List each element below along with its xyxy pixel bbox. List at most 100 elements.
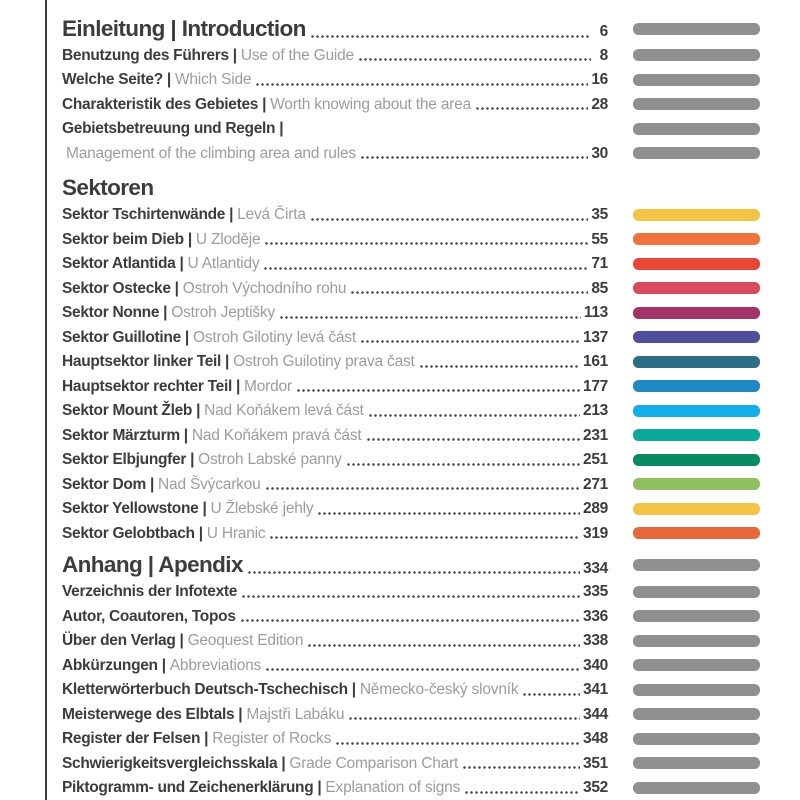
toc-entry: Sektor Dom | Nad Švýcarkou 271 <box>62 476 608 493</box>
entry-title-secondary: Abbreviations <box>169 656 262 674</box>
toc-row: Sektor Atlantida | U Atlantidy 71 <box>62 252 760 277</box>
entry-title-primary: Welche Seite? | <box>62 71 171 89</box>
leader-dots <box>265 487 581 491</box>
toc-entry: Schwierigkeitsvergleichsskala | Grade Com… <box>62 755 608 772</box>
color-bar <box>633 659 760 672</box>
section-title: Sektoren <box>62 175 154 201</box>
color-bar <box>633 331 760 344</box>
toc-entry: Autor, Coautoren, Topos 336 <box>62 608 608 625</box>
entry-title-secondary: Ostroh Jeptišky <box>171 304 276 322</box>
entry-title-primary: Register der Felsen | <box>62 730 209 748</box>
toc-row: Sektor Märzturm | Nad Koňákem pravá část 2… <box>62 423 760 448</box>
toc-row: Register der Felsen | Register of Rocks 34… <box>62 727 760 752</box>
toc-row: Gebietsbetreuung und Regeln | <box>62 117 760 142</box>
section-heading-row: Sektoren <box>62 174 760 203</box>
entry-title-secondary: Nad Švýcarkou <box>158 475 261 493</box>
color-bar <box>633 732 760 745</box>
toc-entry: Sektor Gelobtbach | U Hranic 319 <box>62 525 608 542</box>
page-number: 16 <box>591 71 608 89</box>
leader-dots <box>318 511 581 515</box>
entry-title-secondary: Worth knowing about the area <box>270 95 472 113</box>
color-bar <box>633 502 760 515</box>
color-bar <box>633 634 760 647</box>
color-bar <box>633 683 760 696</box>
entry-title-primary: Autor, Coautoren, Topos <box>62 607 236 625</box>
toc-row: Piktogramm- und Zeichenerklärung | Explan… <box>62 776 760 800</box>
leader-dots <box>308 643 581 647</box>
leader-dots <box>358 58 591 62</box>
entry-title-primary: Meisterwege des Elbtals | <box>62 705 243 723</box>
color-bar <box>633 610 760 623</box>
leader-dots <box>266 668 581 672</box>
toc-row: Sektor Elbjungfer | Ostroh Labské panny 25… <box>62 448 760 473</box>
page-number: 71 <box>591 255 608 273</box>
color-bar <box>633 453 760 466</box>
leader-dots <box>360 156 589 160</box>
entry-title-secondary: Geoquest Edition <box>187 632 304 650</box>
entry-title-primary: Über den Verlag | <box>62 632 184 650</box>
toc-entry: Charakteristik des Gebietes | Worth knowi… <box>62 96 608 113</box>
color-bar <box>633 527 760 540</box>
page-edge-rule <box>45 0 47 800</box>
page-number: 340 <box>583 656 608 674</box>
entry-title-secondary: Ostroh Gilotiny levá část <box>192 328 356 346</box>
page-number: 341 <box>583 681 608 699</box>
entry-title-secondary: Grade Comparison Chart <box>289 754 459 772</box>
entry-title-primary: Hauptsektor linker Teil | <box>62 353 230 371</box>
page-number: 344 <box>583 705 608 723</box>
color-bar <box>633 306 760 319</box>
color-bar <box>633 282 760 295</box>
leader-dots <box>247 571 581 575</box>
leader-dots <box>523 692 581 696</box>
leader-dots <box>419 364 581 368</box>
toc-entry: Meisterwege des Elbtals | Majstři Labáku 3… <box>62 706 608 723</box>
toc-entry: Hauptsektor rechter Teil | Mordor 177 <box>62 378 608 395</box>
entry-title-primary: Schwierigkeitsvergleichsskala | <box>62 754 286 772</box>
entry-title-secondary: Levá Čirta <box>237 206 306 224</box>
entry-title-primary: Sektor Tschirtenwände | <box>62 206 234 224</box>
toc-entry: Abkürzungen | Abbreviations 340 <box>62 657 608 674</box>
color-bar <box>633 757 760 770</box>
toc-row: Charakteristik des Gebietes | Worth knowi… <box>62 92 760 117</box>
toc-row: Sektor Gelobtbach | U Hranic 319 <box>62 521 760 546</box>
color-bar <box>633 429 760 442</box>
page-number: 334 <box>583 559 608 577</box>
page-number: 137 <box>583 328 608 346</box>
leader-dots <box>346 462 581 466</box>
color-bar <box>633 257 760 270</box>
entry-title-secondary: Use of the Guide <box>240 46 354 64</box>
entry-title-primary: Sektor Nonne | <box>62 304 168 322</box>
section-heading-row: Anhang | Apendix 334 <box>62 551 760 580</box>
page-number: 213 <box>583 402 608 420</box>
entry-title-primary: Charakteristik des Gebietes | <box>62 95 267 113</box>
color-bar <box>633 380 760 393</box>
entry-title-secondary: Ostroh Východního rohu <box>182 279 347 297</box>
entry-title-secondary: Ostroh Guilotiny prava čast <box>233 353 415 371</box>
toc-entry: Management of the climbing area and rule… <box>62 145 608 162</box>
toc-row: Sektor Ostecke | Ostroh Východního rohu 85 <box>62 276 760 301</box>
leader-dots <box>256 82 589 86</box>
entry-title-secondary: Register of Rocks <box>212 730 332 748</box>
page-number: 6 <box>599 23 609 41</box>
leader-dots <box>351 291 589 295</box>
leader-dots <box>336 741 581 745</box>
toc-row: Autor, Coautoren, Topos 336 <box>62 604 760 629</box>
color-bar <box>633 404 760 417</box>
page-number: 335 <box>583 583 608 601</box>
toc-entry: Welche Seite? | Which Side 16 <box>62 71 608 88</box>
entry-title-secondary: Explanation of signs <box>325 779 461 797</box>
toc-entry: Sektor Elbjungfer | Ostroh Labské panny 25… <box>62 451 608 468</box>
toc-row: Schwierigkeitsvergleichsskala | Grade Com… <box>62 751 760 776</box>
toc-entry: Einleitung | Introduction 6 <box>62 17 608 41</box>
entry-title-secondary: U Atlantidy <box>187 255 260 273</box>
toc-entry: Benutzung des Führers | Use of the Guide 8 <box>62 47 608 64</box>
leader-dots <box>310 217 589 221</box>
entry-title-secondary: Nad Koňákem pravá část <box>191 426 362 444</box>
entry-title-primary: Gebietsbetreuung und Regeln | <box>62 120 284 138</box>
entry-title-secondary: U Žlebské jehly <box>210 500 314 518</box>
toc-row: Welche Seite? | Which Side 16 <box>62 68 760 93</box>
page-number: 351 <box>583 754 608 772</box>
toc-row: Kletterwörterbuch Deutsch-Tschechisch | N… <box>62 678 760 703</box>
color-bar <box>633 708 760 721</box>
page-number: 319 <box>583 524 608 542</box>
